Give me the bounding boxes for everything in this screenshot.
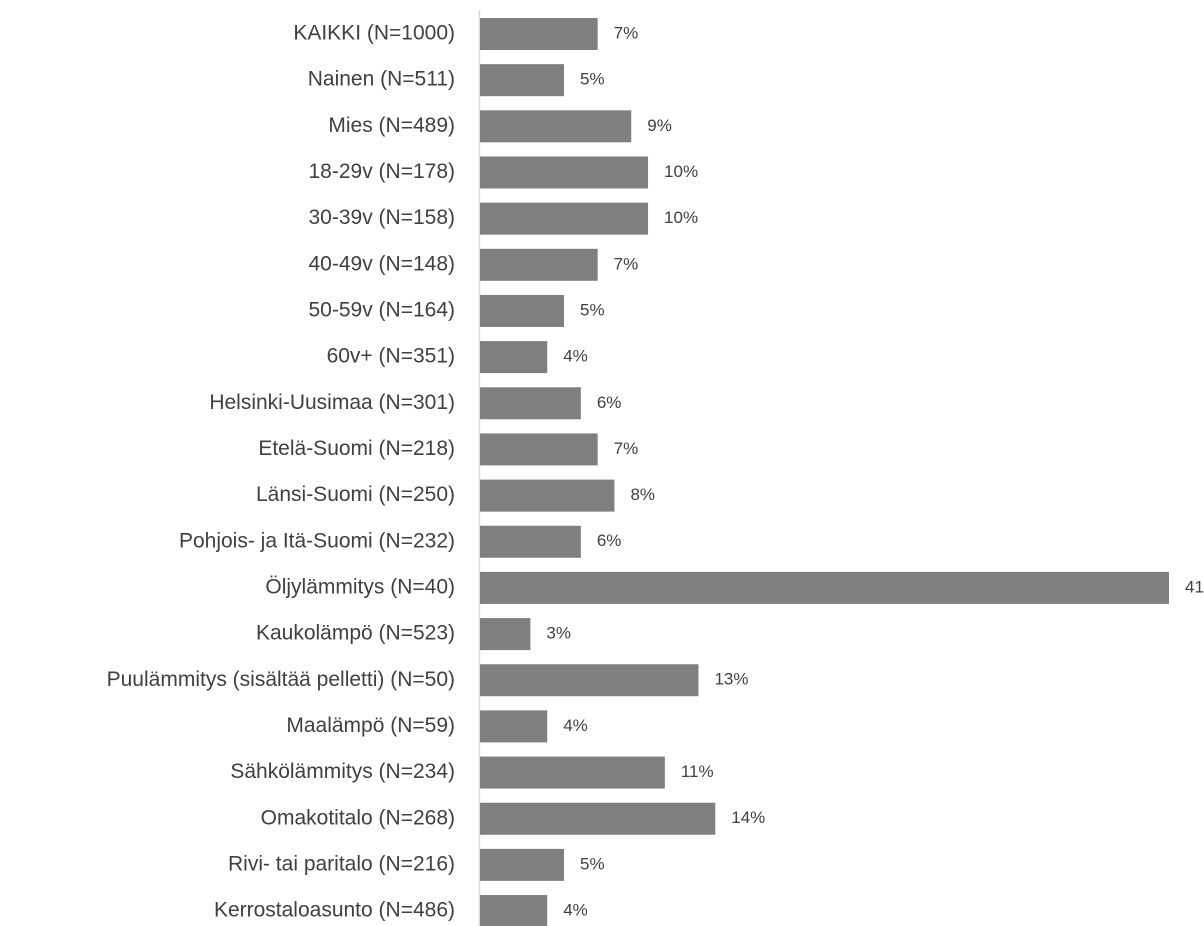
category-label: Sähkölämmitys (N=234) xyxy=(230,760,455,783)
data-label: 10% xyxy=(664,162,698,181)
bar xyxy=(480,294,565,327)
category-label: Rivi- tai paritalo (N=216) xyxy=(228,852,455,875)
bar xyxy=(480,18,598,50)
data-label: 14% xyxy=(731,808,765,827)
bar xyxy=(480,710,548,743)
category-label: Puulämmitys (sisältää pelletti) (N=50) xyxy=(107,668,455,691)
category-label: Helsinki-Uusimaa (N=301) xyxy=(209,391,455,414)
category-label: Kaukolämpö (N=523) xyxy=(256,622,455,645)
bar xyxy=(480,248,598,281)
data-label: 4% xyxy=(563,716,588,735)
bar xyxy=(480,756,665,789)
category-label: Omakotitalo (N=268) xyxy=(261,806,455,829)
data-label: 6% xyxy=(597,393,622,412)
category-label: 40-49v (N=148) xyxy=(309,252,456,275)
bar xyxy=(480,525,581,558)
bar xyxy=(480,202,649,235)
bar xyxy=(480,571,1169,604)
bar xyxy=(480,341,548,374)
category-label: Länsi-Suomi (N=250) xyxy=(256,483,455,506)
bar xyxy=(480,895,548,926)
data-label: 6% xyxy=(597,531,622,550)
data-label: 3% xyxy=(546,624,571,643)
bar xyxy=(480,802,716,835)
bar xyxy=(480,848,565,881)
category-label: 30-39v (N=158) xyxy=(309,206,456,229)
category-label: 60v+ (N=351) xyxy=(327,345,455,368)
data-label: 9% xyxy=(647,116,672,135)
data-label: 13% xyxy=(714,670,748,689)
category-label: 18-29v (N=178) xyxy=(309,160,456,183)
category-label: Pohjois- ja Itä-Suomi (N=232) xyxy=(179,529,455,552)
data-label: 11% xyxy=(681,762,714,781)
bar xyxy=(480,479,615,512)
data-label: 8% xyxy=(630,485,655,504)
data-label: 5% xyxy=(580,854,605,873)
data-label: 4% xyxy=(563,901,588,920)
bar xyxy=(480,110,632,143)
data-label: 5% xyxy=(580,300,605,319)
category-label: Mies (N=489) xyxy=(328,114,455,137)
data-label: 5% xyxy=(580,70,605,89)
data-label: 41% xyxy=(1185,577,1204,596)
category-label: Etelä-Suomi (N=218) xyxy=(258,437,455,460)
bar xyxy=(480,433,598,466)
bar xyxy=(480,618,531,651)
data-label: 7% xyxy=(614,254,639,273)
bar xyxy=(480,387,581,420)
data-label: 7% xyxy=(614,439,639,458)
category-label: Nainen (N=511) xyxy=(308,68,455,91)
category-label: Maalämpö (N=59) xyxy=(286,714,455,737)
bar xyxy=(480,664,699,697)
data-label: 10% xyxy=(664,208,698,227)
bar xyxy=(480,64,565,97)
category-label: Kerrostaloasunto (N=486) xyxy=(214,899,455,922)
category-label: KAIKKI (N=1000) xyxy=(293,22,455,45)
category-label: 50-59v (N=164) xyxy=(309,299,456,322)
data-label: 4% xyxy=(563,347,588,366)
data-label: 7% xyxy=(614,23,639,42)
category-label: Öljylämmitys (N=40) xyxy=(265,575,455,598)
bar xyxy=(480,156,649,189)
